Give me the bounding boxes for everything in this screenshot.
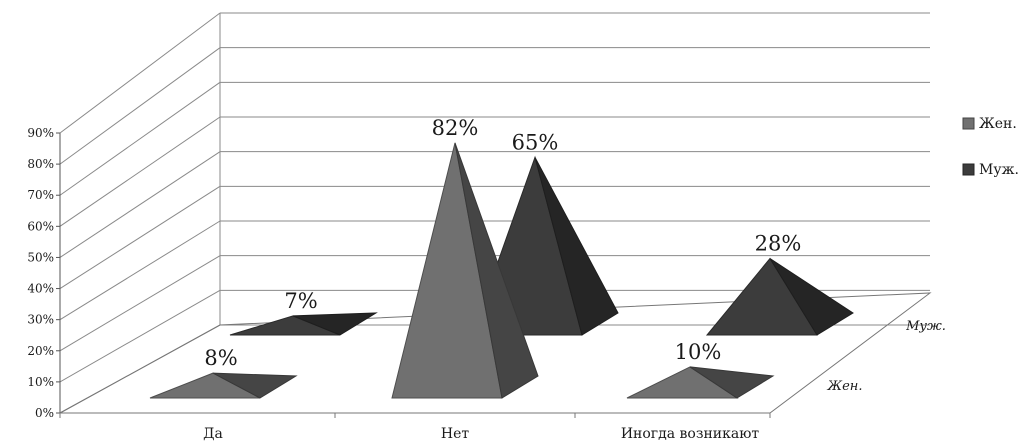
- pyramid-side-face: [212, 372, 298, 399]
- pyramid-female: [391, 142, 539, 399]
- y-tick-label: 80%: [27, 157, 54, 171]
- floor: [59, 292, 932, 414]
- data-label: 28%: [755, 231, 802, 255]
- floor-outline: [59, 292, 932, 414]
- legend-label: Муж.: [979, 162, 1019, 178]
- depth-labels: Жен. Муж.: [827, 319, 946, 394]
- gridline-side: [59, 151, 221, 258]
- y-tick-label: 0%: [35, 406, 54, 420]
- pyramids: [149, 142, 854, 399]
- category-label: Да: [203, 426, 223, 442]
- category-label: Нет: [441, 426, 469, 442]
- y-tick-label: 90%: [27, 126, 54, 140]
- pyramid-side-face: [292, 312, 378, 336]
- pyramid-male: [705, 257, 854, 336]
- pyramid-side-face: [454, 142, 539, 399]
- pyramid-side-face: [769, 258, 854, 336]
- data-labels: 7% 65% 28% 8% 82% 10%: [204, 116, 801, 370]
- depth-label-female: Жен.: [827, 379, 863, 394]
- y-tick-label: 70%: [27, 188, 54, 202]
- gridline-side: [59, 255, 221, 352]
- gridline-side: [59, 289, 221, 383]
- pyramid-side-face: [689, 366, 775, 399]
- depth-label-male: Муж.: [905, 319, 946, 334]
- legend-label: Жен.: [979, 116, 1017, 132]
- y-tick-label: 20%: [27, 344, 54, 358]
- pyramid-female: [149, 372, 298, 399]
- legend: Жен. Муж.: [962, 116, 1019, 178]
- data-label: 82%: [432, 116, 479, 140]
- data-label: 10%: [675, 340, 722, 364]
- gridline-side: [59, 12, 221, 134]
- gridline-side: [59, 47, 221, 165]
- pyramid-male: [229, 312, 378, 336]
- y-tick-label: 60%: [27, 219, 54, 233]
- gridline-side: [59, 116, 221, 227]
- legend-swatch: [962, 117, 975, 130]
- gridline-side: [59, 81, 221, 196]
- data-label: 7%: [284, 289, 317, 313]
- data-label: 65%: [512, 130, 559, 154]
- pyramid-side-face: [534, 157, 619, 336]
- y-tick-label: 50%: [27, 250, 54, 264]
- gridline-side: [59, 220, 221, 321]
- y-axis-ticks: 0% 10% 20% 30% 40% 50% 60% 70% 80% 90%: [27, 126, 61, 420]
- y-tick-label: 40%: [27, 282, 54, 296]
- gridline-side: [59, 185, 221, 289]
- y-tick-label: 30%: [27, 313, 54, 327]
- pyramid-female: [626, 366, 775, 399]
- category-label: Иногда возникают: [621, 426, 760, 442]
- data-label: 8%: [204, 346, 237, 370]
- y-tick-label: 10%: [27, 375, 54, 389]
- category-labels: Да Нет Иногда возникают: [59, 413, 771, 442]
- legend-swatch: [962, 163, 975, 176]
